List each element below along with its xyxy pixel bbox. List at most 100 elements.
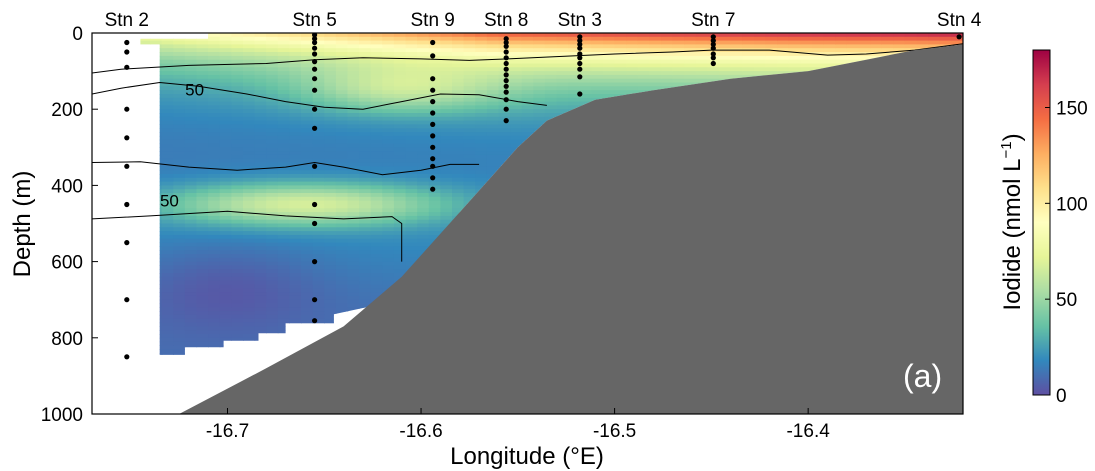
heatmap-cell xyxy=(324,59,337,65)
heatmap-cell xyxy=(231,124,244,129)
heatmap-cell xyxy=(370,208,383,213)
heatmap-cell xyxy=(405,181,418,186)
heatmap-cell xyxy=(196,113,209,118)
heatmap-cell xyxy=(208,36,221,42)
heatmap-cell xyxy=(405,154,418,160)
heatmap-cell xyxy=(150,166,163,171)
heatmap-cell xyxy=(208,200,221,205)
heatmap-cell xyxy=(219,97,232,103)
heatmap-cell xyxy=(382,196,395,202)
heatmap-cell xyxy=(649,74,662,80)
heatmap-cell xyxy=(266,273,279,278)
heatmap-cell xyxy=(115,44,127,48)
heatmap-cell xyxy=(104,44,116,48)
heatmap-cell xyxy=(544,44,558,49)
heatmap-cell xyxy=(382,181,395,186)
heatmap-cell xyxy=(231,357,243,361)
heatmap-cell xyxy=(463,82,476,87)
heatmap-cell xyxy=(231,330,244,335)
heatmap-cell xyxy=(219,174,232,179)
heatmap-cell xyxy=(301,86,314,91)
heatmap-cell xyxy=(92,212,104,216)
heatmap-cell xyxy=(324,109,337,114)
heatmap-cell xyxy=(475,90,488,95)
heatmap-cell xyxy=(266,234,279,240)
heatmap-cell xyxy=(208,238,221,244)
heatmap-cell xyxy=(173,403,185,407)
heatmap-cell xyxy=(266,63,279,68)
heatmap-cell xyxy=(231,132,244,137)
heatmap-cell xyxy=(428,63,441,68)
heatmap-cell xyxy=(324,67,337,72)
heatmap-cell xyxy=(196,166,209,171)
heatmap-cell xyxy=(626,71,639,76)
heatmap-cell xyxy=(440,185,453,190)
heatmap-cell xyxy=(324,288,337,293)
heatmap-cell xyxy=(208,257,221,263)
heatmap-cell xyxy=(359,212,372,217)
heatmap-cell xyxy=(475,151,488,156)
heatmap-cell xyxy=(301,67,314,72)
heatmap-cell xyxy=(591,74,604,80)
heatmap-cell xyxy=(161,273,174,278)
heatmap-cell xyxy=(428,219,441,225)
heatmap-cell xyxy=(208,292,221,297)
heatmap-cell xyxy=(521,36,534,42)
heatmap-cell xyxy=(150,135,163,141)
heatmap-cell xyxy=(579,36,592,42)
heatmap-cell xyxy=(104,326,116,330)
heatmap-cell xyxy=(92,342,104,346)
heatmap-cell xyxy=(243,189,256,194)
heatmap-cell xyxy=(115,304,127,308)
heatmap-cell xyxy=(150,322,163,327)
heatmap-cell xyxy=(626,55,639,61)
heatmap-cell xyxy=(150,280,163,285)
heatmap-cell xyxy=(104,94,116,98)
heatmap-cell xyxy=(301,139,314,145)
heatmap-cell xyxy=(475,86,488,91)
heatmap-cell xyxy=(556,33,569,38)
heatmap-cell xyxy=(637,86,650,91)
heatmap-cell xyxy=(359,154,372,160)
heatmap-cell xyxy=(370,193,383,198)
heatmap-cell xyxy=(173,330,186,335)
heatmap-cell xyxy=(347,158,360,164)
heatmap-cell xyxy=(196,78,209,84)
heatmap-cell xyxy=(417,162,430,167)
heatmap-cell xyxy=(498,52,511,57)
heatmap-cell xyxy=(370,189,383,194)
heatmap-cell xyxy=(289,303,302,308)
heatmap-cell xyxy=(382,109,395,114)
heatmap-cell xyxy=(324,185,337,190)
heatmap-cell xyxy=(92,33,104,37)
heatmap-cell xyxy=(301,170,314,175)
heatmap-cell xyxy=(301,82,314,87)
heatmap-cell xyxy=(150,276,163,282)
heatmap-cell xyxy=(301,238,314,244)
heatmap-cell xyxy=(417,101,430,106)
heatmap-cell xyxy=(127,265,139,269)
heatmap-cell xyxy=(521,78,534,84)
heatmap-cell xyxy=(544,105,558,110)
heatmap-cell xyxy=(266,200,279,205)
heatmap-cell xyxy=(417,124,430,129)
heatmap-cell xyxy=(231,109,244,114)
heatmap-cell xyxy=(417,120,430,125)
heatmap-cell xyxy=(140,280,151,285)
heatmap-cell xyxy=(614,40,627,45)
heatmap-cell xyxy=(161,269,174,274)
heatmap-cell xyxy=(231,311,244,316)
heatmap-cell xyxy=(405,254,418,259)
heatmap-cell xyxy=(277,212,290,217)
heatmap-cell xyxy=(335,299,349,305)
heatmap-cell xyxy=(231,334,244,339)
heatmap-cell xyxy=(370,196,383,202)
heatmap-cell xyxy=(277,154,290,160)
heatmap-cell xyxy=(266,215,279,221)
heatmap-cell xyxy=(544,90,558,95)
heatmap-cell xyxy=(219,204,232,209)
heatmap-cell xyxy=(127,311,139,315)
heatmap-cell xyxy=(150,128,163,133)
heatmap-cell xyxy=(603,48,616,53)
heatmap-cell xyxy=(266,254,279,259)
